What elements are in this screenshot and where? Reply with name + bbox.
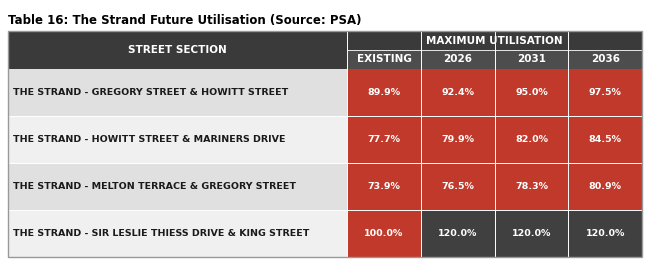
Bar [421, 210, 495, 257]
Bar [8, 31, 347, 69]
Text: THE STRAND - MELTON TERRACE & GREGORY STREET: THE STRAND - MELTON TERRACE & GREGORY ST… [13, 182, 296, 191]
Bar [421, 69, 495, 116]
Text: 120.0%: 120.0% [586, 229, 625, 238]
Text: 100.0%: 100.0% [365, 229, 404, 238]
Text: THE STRAND - HOWITT STREET & MARINERS DRIVE: THE STRAND - HOWITT STREET & MARINERS DR… [13, 135, 285, 144]
Text: 79.9%: 79.9% [441, 135, 474, 144]
Bar [495, 116, 568, 163]
Bar [421, 116, 495, 163]
Bar [347, 116, 421, 163]
Bar [347, 69, 421, 116]
Bar [347, 31, 642, 50]
Text: 77.7%: 77.7% [367, 135, 400, 144]
Text: 73.9%: 73.9% [368, 182, 400, 191]
Text: 120.0%: 120.0% [438, 229, 478, 238]
Text: THE STRAND - GREGORY STREET & HOWITT STREET: THE STRAND - GREGORY STREET & HOWITT STR… [13, 88, 288, 97]
Bar [8, 210, 347, 257]
Bar [495, 69, 568, 116]
Text: 78.3%: 78.3% [515, 182, 548, 191]
Text: 76.5%: 76.5% [441, 182, 474, 191]
Text: EXISTING: EXISTING [357, 54, 411, 64]
Text: 80.9%: 80.9% [589, 182, 621, 191]
Bar [568, 210, 642, 257]
Bar [568, 163, 642, 210]
Text: 2036: 2036 [591, 54, 619, 64]
Text: STREET SECTION: STREET SECTION [128, 45, 227, 55]
Bar [8, 163, 347, 210]
Text: 82.0%: 82.0% [515, 135, 548, 144]
Text: 97.5%: 97.5% [589, 88, 621, 97]
Text: 120.0%: 120.0% [512, 229, 551, 238]
Bar [347, 210, 421, 257]
Bar [421, 163, 495, 210]
Text: Table 16: The Strand Future Utilisation (Source: PSA): Table 16: The Strand Future Utilisation … [8, 14, 361, 27]
Text: MAXIMUM UTILISATION: MAXIMUM UTILISATION [426, 35, 563, 45]
Text: 95.0%: 95.0% [515, 88, 548, 97]
Bar [347, 163, 421, 210]
Bar [347, 50, 642, 69]
Text: 89.9%: 89.9% [367, 88, 400, 97]
Bar [8, 116, 347, 163]
Text: 2031: 2031 [517, 54, 546, 64]
Bar [8, 69, 347, 116]
Bar [495, 163, 568, 210]
Text: THE STRAND - SIR LESLIE THIESS DRIVE & KING STREET: THE STRAND - SIR LESLIE THIESS DRIVE & K… [13, 229, 309, 238]
Bar [8, 31, 642, 257]
Bar [568, 116, 642, 163]
Text: 92.4%: 92.4% [441, 88, 474, 97]
Text: 2026: 2026 [443, 54, 473, 64]
Bar [495, 210, 568, 257]
Bar [568, 69, 642, 116]
Text: 84.5%: 84.5% [589, 135, 621, 144]
